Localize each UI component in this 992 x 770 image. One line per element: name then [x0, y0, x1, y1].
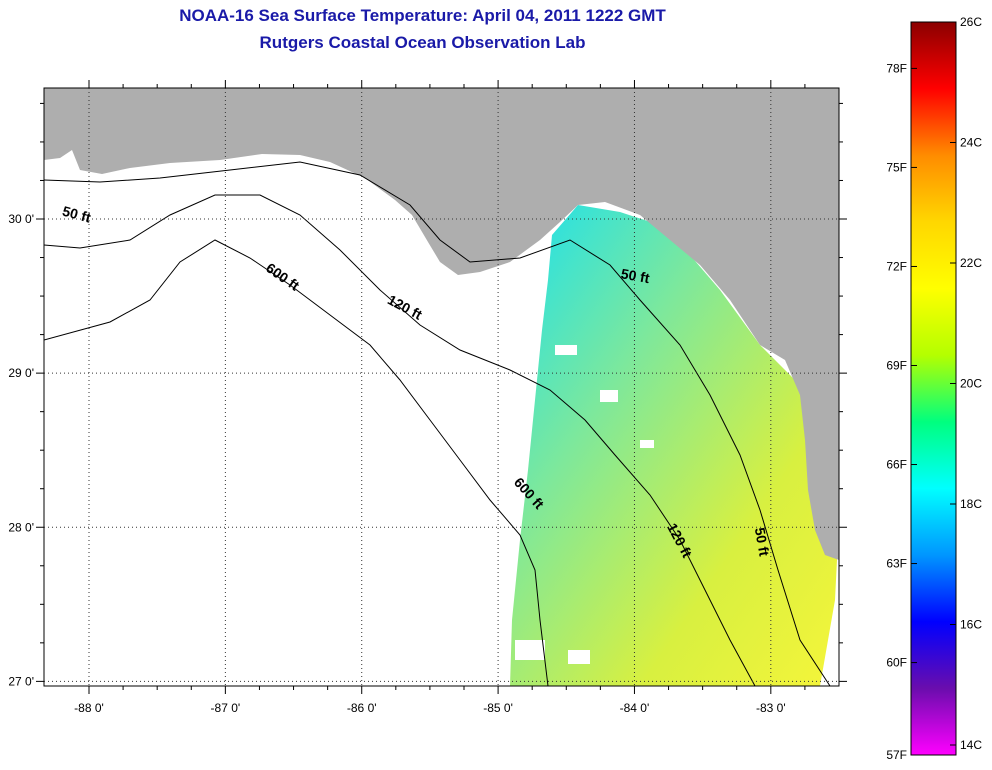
contour-label: 50 ft — [752, 526, 773, 557]
contour-600ft — [44, 239, 549, 686]
lon-tick-label: -85 0' — [483, 701, 513, 715]
map-frame — [43, 87, 840, 687]
contour-label: 50 ft — [620, 265, 651, 286]
lon-tick-label: -86 0' — [347, 701, 377, 715]
colorbar-labels: 26C 24C 22C 20C 18C 16C 14C 78F 75F 72F 69F 66F 63F 6… — [886, 15, 982, 762]
contour-50ft — [44, 161, 831, 686]
graticule — [44, 88, 839, 686]
fahrenheit-label: 57F — [886, 748, 907, 762]
celsius-label: 14C — [960, 738, 982, 752]
celsius-label: 20C — [960, 377, 982, 391]
axis-ticks: -88 0' -87 0' -86 0' -85 0' -84 0' -83 0' 30 0… — [8, 80, 847, 715]
lon-tick-label: -88 0' — [74, 701, 104, 715]
celsius-label: 22C — [960, 256, 982, 270]
lon-tick-label: -84 0' — [620, 701, 650, 715]
map-title: NOAA-16 Sea Surface Temperature: April 0… — [179, 6, 666, 25]
fahrenheit-label: 78F — [886, 61, 907, 75]
bathymetry-contours — [44, 161, 831, 686]
fahrenheit-label: 60F — [886, 656, 907, 670]
cloud-gaps — [515, 345, 654, 664]
sst-swath — [510, 205, 838, 686]
fahrenheit-label: 66F — [886, 458, 907, 472]
land — [44, 88, 839, 560]
celsius-label: 24C — [960, 136, 982, 150]
lat-tick-label: 30 0' — [8, 212, 34, 226]
contour-label: 50 ft — [61, 203, 93, 226]
lat-tick-label: 28 0' — [8, 520, 34, 534]
lat-tick-label: 27 0' — [8, 674, 34, 688]
lon-tick-label: -87 0' — [211, 701, 241, 715]
contour-120ft — [44, 194, 756, 686]
celsius-label: 18C — [960, 497, 982, 511]
lon-tick-label: -83 0' — [756, 701, 786, 715]
celsius-label: 26C — [960, 15, 982, 29]
fahrenheit-label: 69F — [886, 358, 907, 372]
celsius-label: 16C — [960, 618, 982, 632]
fahrenheit-label: 63F — [886, 557, 907, 571]
colorbar-ramp — [910, 21, 957, 756]
fahrenheit-label: 72F — [886, 259, 907, 273]
fahrenheit-label: 75F — [886, 160, 907, 174]
map-subtitle: Rutgers Coastal Ocean Observation Lab — [259, 33, 586, 52]
lat-tick-label: 29 0' — [8, 366, 34, 380]
